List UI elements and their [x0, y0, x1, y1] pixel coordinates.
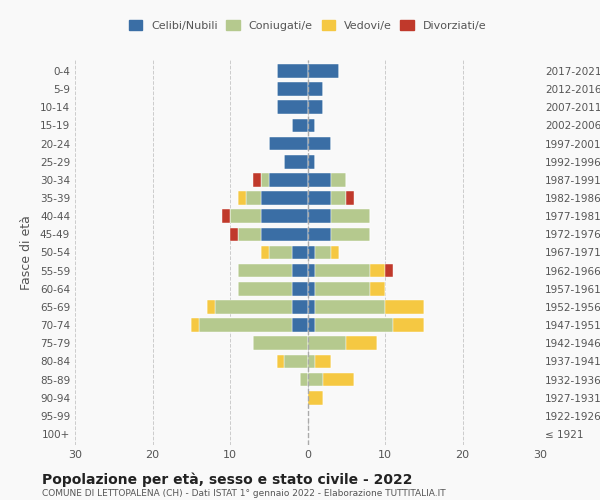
- Bar: [308, 210, 331, 223]
- Bar: [331, 228, 370, 241]
- Bar: [277, 82, 308, 96]
- Bar: [284, 354, 308, 368]
- Bar: [370, 264, 385, 278]
- Bar: [238, 264, 292, 278]
- Bar: [253, 173, 261, 186]
- Bar: [308, 318, 315, 332]
- Bar: [315, 318, 393, 332]
- Bar: [230, 210, 261, 223]
- Bar: [308, 264, 315, 278]
- Bar: [238, 191, 245, 205]
- Bar: [191, 318, 199, 332]
- Bar: [253, 336, 308, 350]
- Bar: [315, 282, 370, 296]
- Bar: [207, 300, 215, 314]
- Bar: [346, 336, 377, 350]
- Bar: [315, 264, 370, 278]
- Bar: [308, 300, 315, 314]
- Bar: [269, 136, 308, 150]
- Text: COMUNE DI LETTOPALENA (CH) - Dati ISTAT 1° gennaio 2022 - Elaborazione TUTTITALI: COMUNE DI LETTOPALENA (CH) - Dati ISTAT …: [42, 489, 446, 498]
- Bar: [261, 246, 269, 260]
- Bar: [308, 173, 331, 186]
- Bar: [308, 82, 323, 96]
- Bar: [308, 118, 315, 132]
- Bar: [300, 373, 308, 386]
- Bar: [308, 228, 331, 241]
- Bar: [277, 354, 284, 368]
- Bar: [308, 64, 338, 78]
- Bar: [238, 282, 292, 296]
- Y-axis label: Fasce di età: Fasce di età: [20, 215, 33, 290]
- Bar: [393, 318, 424, 332]
- Bar: [315, 354, 331, 368]
- Bar: [199, 318, 292, 332]
- Bar: [292, 318, 308, 332]
- Bar: [292, 264, 308, 278]
- Bar: [277, 64, 308, 78]
- Bar: [245, 191, 261, 205]
- Text: Popolazione per età, sesso e stato civile - 2022: Popolazione per età, sesso e stato civil…: [42, 472, 413, 487]
- Bar: [230, 228, 238, 241]
- Bar: [284, 155, 308, 168]
- Bar: [385, 300, 424, 314]
- Bar: [292, 282, 308, 296]
- Bar: [308, 155, 315, 168]
- Bar: [331, 246, 338, 260]
- Bar: [308, 136, 331, 150]
- Bar: [238, 228, 261, 241]
- Bar: [385, 264, 393, 278]
- Legend: Celibi/Nubili, Coniugati/e, Vedovi/e, Divorziati/e: Celibi/Nubili, Coniugati/e, Vedovi/e, Di…: [124, 16, 491, 35]
- Bar: [292, 246, 308, 260]
- Bar: [346, 191, 354, 205]
- Bar: [308, 191, 331, 205]
- Bar: [308, 373, 323, 386]
- Bar: [308, 354, 315, 368]
- Bar: [331, 191, 346, 205]
- Bar: [222, 210, 230, 223]
- Bar: [331, 210, 370, 223]
- Bar: [315, 246, 331, 260]
- Bar: [315, 300, 385, 314]
- Bar: [269, 173, 308, 186]
- Bar: [308, 336, 346, 350]
- Bar: [269, 246, 292, 260]
- Bar: [261, 173, 269, 186]
- Bar: [308, 100, 323, 114]
- Bar: [261, 210, 308, 223]
- Bar: [308, 246, 315, 260]
- Bar: [323, 373, 354, 386]
- Bar: [370, 282, 385, 296]
- Bar: [292, 300, 308, 314]
- Bar: [292, 118, 308, 132]
- Bar: [277, 100, 308, 114]
- Bar: [331, 173, 346, 186]
- Bar: [261, 191, 308, 205]
- Bar: [215, 300, 292, 314]
- Bar: [308, 282, 315, 296]
- Bar: [308, 391, 323, 404]
- Bar: [261, 228, 308, 241]
